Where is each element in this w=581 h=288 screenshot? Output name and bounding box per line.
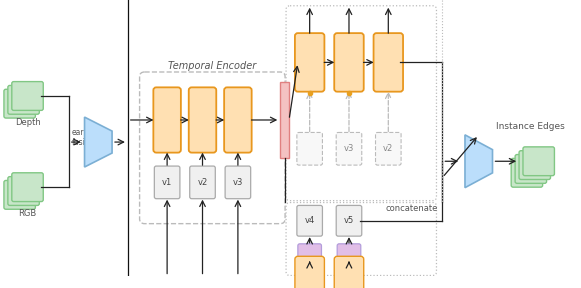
FancyBboxPatch shape bbox=[295, 256, 324, 288]
Text: v5: v5 bbox=[344, 216, 354, 225]
Text: v3: v3 bbox=[233, 178, 243, 187]
Text: concatenate: concatenate bbox=[385, 204, 437, 213]
Text: v4: v4 bbox=[304, 216, 315, 225]
Text: Instance Edges: Instance Edges bbox=[496, 122, 565, 131]
FancyBboxPatch shape bbox=[515, 155, 547, 183]
FancyBboxPatch shape bbox=[523, 147, 554, 176]
FancyBboxPatch shape bbox=[190, 166, 216, 199]
Polygon shape bbox=[465, 135, 493, 188]
FancyBboxPatch shape bbox=[4, 181, 35, 209]
FancyBboxPatch shape bbox=[297, 132, 322, 165]
FancyBboxPatch shape bbox=[519, 151, 551, 179]
FancyBboxPatch shape bbox=[295, 33, 324, 92]
Text: v2: v2 bbox=[198, 178, 207, 187]
Text: Temporal Encoder: Temporal Encoder bbox=[168, 61, 256, 71]
FancyBboxPatch shape bbox=[8, 177, 40, 205]
FancyBboxPatch shape bbox=[336, 132, 362, 165]
FancyBboxPatch shape bbox=[12, 82, 43, 110]
FancyBboxPatch shape bbox=[189, 87, 216, 153]
Text: v3: v3 bbox=[344, 144, 354, 153]
FancyBboxPatch shape bbox=[375, 132, 401, 165]
FancyBboxPatch shape bbox=[8, 86, 40, 114]
Text: early
fusion: early fusion bbox=[72, 128, 95, 147]
FancyBboxPatch shape bbox=[225, 166, 250, 199]
FancyBboxPatch shape bbox=[4, 89, 35, 118]
FancyBboxPatch shape bbox=[511, 158, 543, 187]
FancyBboxPatch shape bbox=[224, 87, 252, 153]
Text: v2: v2 bbox=[383, 144, 393, 153]
FancyBboxPatch shape bbox=[297, 205, 322, 236]
Text: v1: v1 bbox=[162, 178, 172, 187]
FancyBboxPatch shape bbox=[298, 244, 321, 265]
Text: Depth: Depth bbox=[15, 118, 41, 127]
Polygon shape bbox=[85, 117, 112, 167]
Bar bbox=[280, 82, 289, 158]
FancyBboxPatch shape bbox=[337, 244, 361, 265]
FancyBboxPatch shape bbox=[374, 33, 403, 92]
FancyBboxPatch shape bbox=[153, 87, 181, 153]
Text: RGB: RGB bbox=[19, 209, 37, 218]
FancyBboxPatch shape bbox=[334, 256, 364, 288]
FancyBboxPatch shape bbox=[155, 166, 180, 199]
FancyBboxPatch shape bbox=[12, 173, 43, 202]
FancyBboxPatch shape bbox=[336, 205, 362, 236]
FancyBboxPatch shape bbox=[334, 33, 364, 92]
